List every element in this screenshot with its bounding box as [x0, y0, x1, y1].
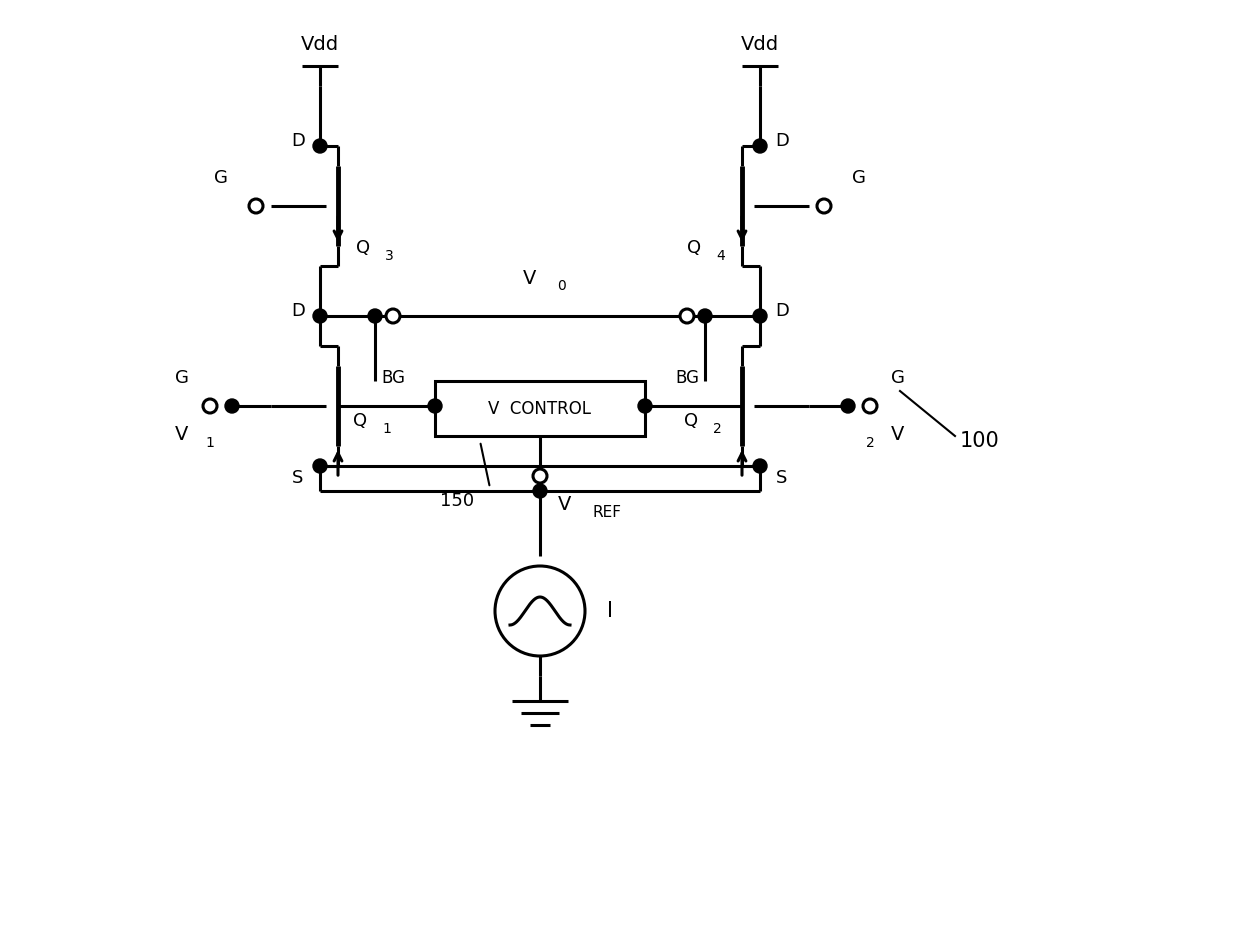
Circle shape [386, 309, 401, 323]
Circle shape [533, 469, 547, 483]
Circle shape [841, 399, 856, 413]
Circle shape [753, 139, 768, 153]
Circle shape [203, 399, 217, 413]
Text: V: V [175, 425, 188, 444]
Text: V: V [523, 269, 537, 288]
Text: D: D [775, 132, 789, 150]
Text: D: D [291, 132, 305, 150]
Text: G: G [852, 169, 866, 187]
Circle shape [817, 199, 831, 213]
Text: V: V [558, 495, 572, 514]
Text: Q: Q [356, 239, 370, 257]
Text: D: D [291, 302, 305, 320]
Text: 1: 1 [206, 436, 215, 450]
Text: Q: Q [687, 239, 701, 257]
Text: V  CONTROL: V CONTROL [489, 399, 591, 417]
Text: S: S [776, 469, 787, 487]
Circle shape [312, 139, 327, 153]
Text: Q: Q [353, 412, 367, 430]
Circle shape [863, 399, 877, 413]
Text: 2: 2 [866, 436, 874, 450]
Text: Q: Q [684, 412, 698, 430]
Text: 1: 1 [382, 422, 391, 436]
Circle shape [368, 309, 382, 323]
Text: REF: REF [591, 504, 621, 519]
Text: Vdd: Vdd [301, 34, 339, 54]
Text: G: G [892, 369, 905, 387]
Circle shape [753, 459, 768, 473]
Circle shape [224, 399, 239, 413]
Text: I: I [608, 601, 613, 621]
Circle shape [249, 199, 263, 213]
Circle shape [698, 309, 712, 323]
Text: BG: BG [381, 369, 405, 387]
Circle shape [533, 484, 547, 498]
Text: 4: 4 [715, 249, 724, 263]
Circle shape [680, 309, 694, 323]
Text: 150: 150 [440, 492, 474, 510]
Circle shape [312, 309, 327, 323]
Text: 100: 100 [960, 431, 999, 451]
Text: 0: 0 [558, 279, 567, 293]
Text: V: V [892, 425, 905, 444]
Text: 3: 3 [384, 249, 394, 263]
Circle shape [639, 399, 652, 413]
Text: G: G [175, 369, 188, 387]
Text: 2: 2 [713, 422, 722, 436]
Text: Vdd: Vdd [742, 34, 779, 54]
Text: S: S [293, 469, 304, 487]
Bar [435, 381, 645, 436]
Text: G: G [215, 169, 228, 187]
Circle shape [428, 399, 441, 413]
Text: BG: BG [675, 369, 699, 387]
Text: D: D [775, 302, 789, 320]
Circle shape [312, 459, 327, 473]
Circle shape [753, 309, 768, 323]
